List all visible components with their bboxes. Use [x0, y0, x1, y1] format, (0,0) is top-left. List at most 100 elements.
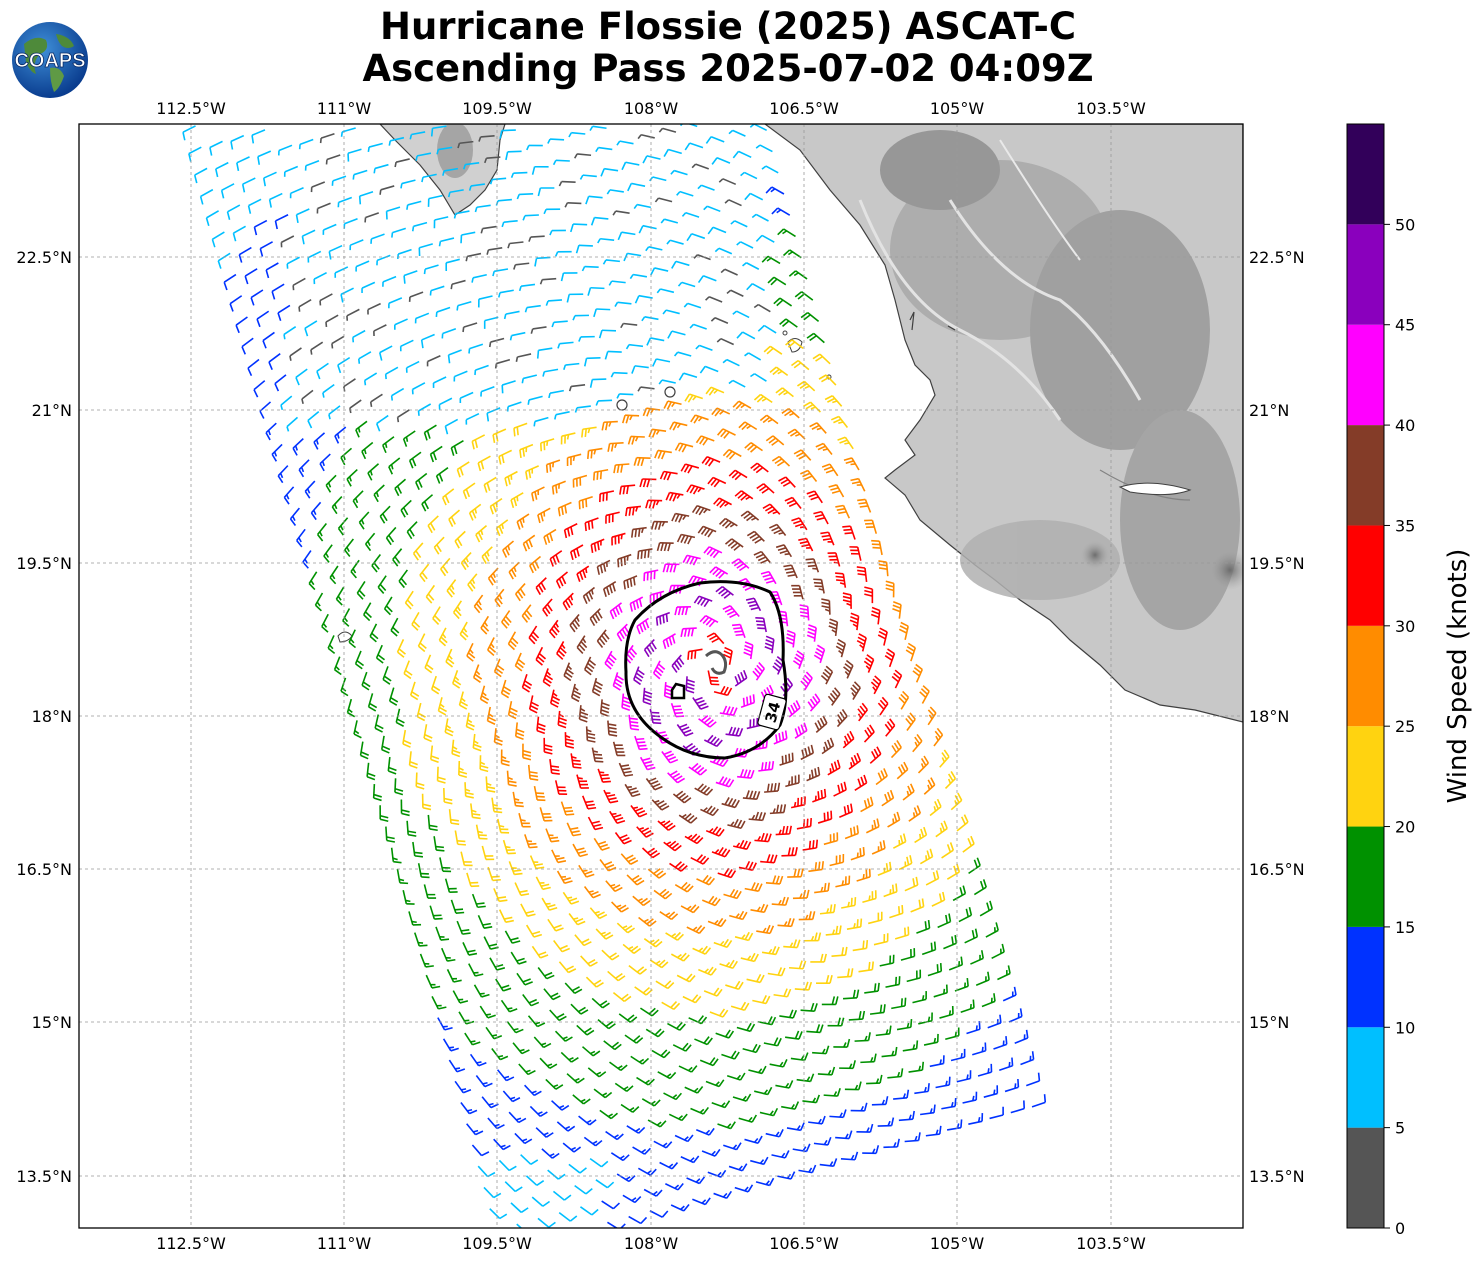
wind-barb: [477, 1165, 496, 1178]
wind-barb: [495, 519, 509, 537]
colorbar-bin: [1347, 625, 1384, 727]
wind-barb: [695, 435, 715, 446]
wind-barb: [560, 432, 576, 445]
wind-barb: [773, 988, 792, 998]
wind-barb: [250, 289, 264, 306]
wind-barb: [333, 656, 342, 676]
wind-barb: [277, 144, 293, 156]
wind-barb: [494, 358, 511, 369]
figure-title: Hurricane Flossie (2025) ASCAT-C Ascendi…: [250, 6, 1206, 90]
wind-barb: [651, 1049, 671, 1059]
wind-barb: [432, 376, 447, 388]
wind-barb: [597, 237, 615, 244]
wind-barb: [480, 225, 497, 234]
wind-barb: [557, 501, 572, 517]
wind-barb: [925, 1125, 942, 1137]
wind-barb: [429, 905, 443, 920]
wind-barb: [858, 961, 875, 973]
wind-barb: [427, 515, 439, 534]
wind-barb: [665, 1182, 684, 1191]
wind-barb: [806, 1024, 824, 1034]
wind-barb: [396, 248, 412, 260]
wind-barb: [689, 323, 707, 330]
wind-barb: [616, 140, 634, 146]
wind-barb: [460, 1102, 478, 1115]
wind-barb: [316, 362, 329, 380]
wind-barb: [479, 685, 490, 705]
wind-barb: [487, 637, 497, 657]
wind-barb: [892, 833, 907, 849]
wind-barb: [856, 633, 867, 652]
wind-barb: [703, 546, 723, 559]
wind-barb: [205, 210, 220, 227]
wind-barb: [528, 625, 540, 645]
wind-barb: [803, 401, 821, 413]
wind-barb: [658, 127, 677, 133]
wind-barb: [447, 189, 464, 198]
wind-barb: [442, 167, 459, 176]
wind-barb: [479, 755, 489, 773]
wind-barb: [352, 490, 364, 509]
wind-barb: [760, 570, 777, 585]
wind-barb: [259, 241, 273, 257]
wind-barb: [860, 1053, 877, 1064]
wind-barb: [460, 552, 472, 571]
wind-barb: [581, 795, 597, 810]
wind-barb: [572, 474, 588, 488]
wind-barb: [605, 1130, 624, 1141]
wind-barb: [670, 952, 690, 962]
wind-barb: [806, 490, 823, 504]
wind-barb: [603, 1040, 622, 1051]
wind-barb: [693, 254, 711, 261]
wind-barb: [950, 792, 963, 811]
wind-barb: [472, 733, 482, 752]
lon-tick-label-bottom: 108°W: [624, 1234, 679, 1253]
wind-barb: [991, 943, 1005, 960]
wind-barb: [821, 737, 835, 755]
wind-barb: [520, 903, 536, 917]
wind-barb: [551, 849, 567, 864]
wind-barb: [514, 1132, 533, 1145]
wind-barb: [677, 281, 696, 288]
wind-barb: [857, 702, 868, 722]
wind-barb: [701, 895, 721, 907]
wind-barb: [585, 195, 603, 205]
wind-barb: [787, 428, 806, 440]
map-frame: [78, 123, 1244, 1229]
wind-barb: [629, 596, 644, 612]
wind-barb: [504, 470, 518, 487]
wind-barb: [556, 1121, 576, 1132]
wind-barb: [821, 996, 839, 1006]
wind-barb: [945, 1027, 960, 1041]
wind-barb: [423, 884, 437, 899]
wind-barb: [395, 708, 405, 727]
wind-barb: [775, 825, 793, 836]
wind-barb: [466, 1123, 484, 1136]
wind-barb: [484, 156, 501, 164]
wind-barb: [394, 478, 407, 497]
wind-barb: [304, 320, 318, 337]
wind-barb: [539, 1057, 558, 1069]
wind-barb: [989, 1106, 1004, 1120]
wind-barb: [454, 530, 466, 549]
wind-barb: [952, 885, 967, 902]
wind-barb: [361, 281, 376, 294]
wind-barb: [477, 295, 493, 308]
wind-barb: [491, 1048, 509, 1061]
wind-barb: [833, 781, 847, 797]
wind-barb: [807, 693, 821, 712]
wind-barb: [536, 716, 546, 735]
wind-barb: [280, 395, 293, 411]
wind-barb: [800, 1002, 818, 1012]
lat-tick-label-right: 21°N: [1249, 401, 1289, 420]
wind-barb: [790, 1052, 809, 1062]
wind-barb: [563, 523, 578, 539]
wind-barb: [710, 317, 729, 324]
wind-barb: [589, 608, 603, 626]
wind-barb: [977, 1063, 993, 1077]
wind-barb: [506, 401, 522, 412]
wind-barb: [919, 685, 930, 704]
wind-barb: [715, 1029, 735, 1039]
wind-barb: [409, 681, 420, 701]
wind-barb: [732, 623, 746, 639]
